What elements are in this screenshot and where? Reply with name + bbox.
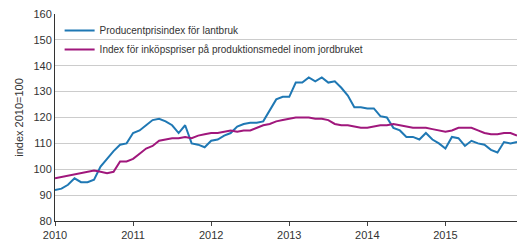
svg-text:80: 80	[40, 215, 52, 227]
svg-text:130: 130	[33, 85, 51, 97]
svg-text:2013: 2013	[277, 229, 301, 241]
svg-text:100: 100	[33, 163, 51, 175]
svg-text:index 2010=100: index 2010=100	[13, 78, 25, 157]
svg-text:2012: 2012	[199, 229, 223, 241]
svg-text:Index för inköpspriser på prod: Index för inköpspriser på produktionsmed…	[100, 44, 363, 55]
svg-text:Producentprisindex för lantbru: Producentprisindex för lantbruk	[100, 25, 239, 36]
svg-text:140: 140	[33, 60, 51, 72]
svg-text:90: 90	[40, 189, 52, 201]
svg-text:160: 160	[33, 8, 51, 20]
svg-text:110: 110	[34, 137, 52, 149]
svg-text:120: 120	[33, 111, 51, 123]
svg-text:2014: 2014	[355, 229, 379, 241]
svg-text:2015: 2015	[433, 229, 457, 241]
svg-text:2011: 2011	[121, 229, 145, 241]
svg-text:150: 150	[33, 34, 51, 46]
svg-text:2010: 2010	[43, 229, 67, 241]
